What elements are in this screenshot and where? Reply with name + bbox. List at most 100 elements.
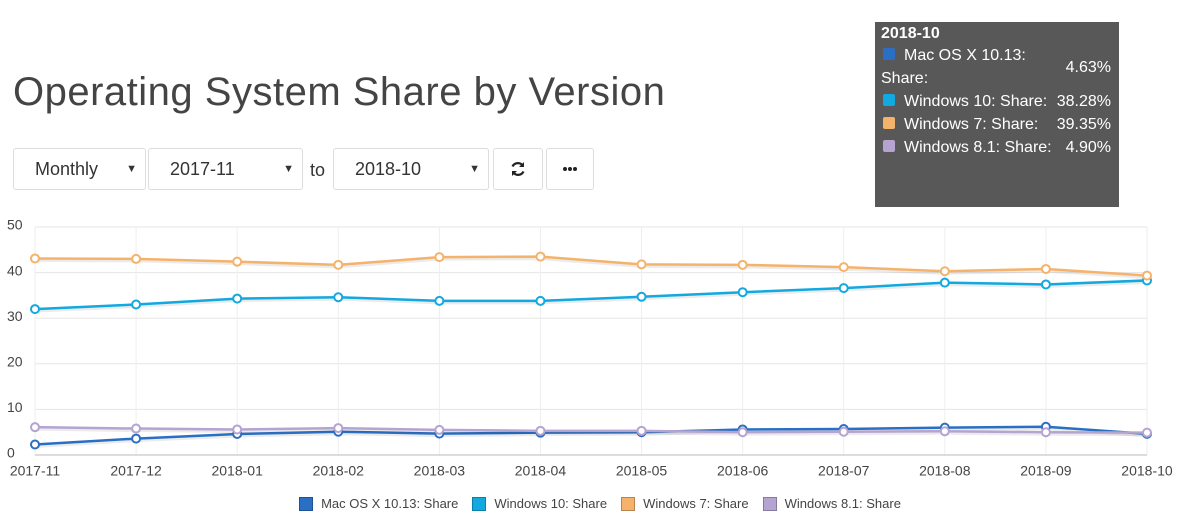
x-tick-label: 2018-08 — [919, 463, 971, 479]
data-point — [1040, 427, 1051, 438]
page-title: Operating System Share by Version — [13, 70, 666, 114]
to-select[interactable]: 2018-10 ▼ — [333, 148, 489, 190]
series-line — [34, 425, 1148, 434]
data-point — [131, 253, 142, 264]
tooltip-label-box: Windows 8.1: Share: — [881, 136, 1053, 159]
from-value: 2017-11 — [170, 158, 235, 179]
data-point — [333, 423, 344, 434]
data-point — [1142, 270, 1152, 281]
data-point — [535, 295, 546, 306]
tooltip-label: Windows 10: Share: — [904, 93, 1048, 110]
series-shadow — [34, 427, 1148, 437]
tooltip-value: 38.28% — [1056, 93, 1111, 110]
series-line — [34, 425, 1148, 446]
legend-item[interactable]: Windows 7: Share — [621, 496, 749, 511]
data-point — [131, 299, 142, 310]
legend: Mac OS X 10.13: Share Windows 10: Share Wi… — [0, 496, 1200, 511]
legend-swatch — [472, 497, 487, 511]
legend-item[interactable]: Windows 10: Share — [472, 496, 607, 511]
legend-label: Windows 8.1: Share — [784, 496, 901, 511]
data-point — [1142, 427, 1152, 438]
data-point — [737, 427, 748, 438]
x-tick-label: 2018-03 — [414, 463, 466, 479]
series-line — [34, 255, 1148, 277]
y-tick-label: 50 — [7, 217, 23, 233]
refresh-button[interactable] — [493, 148, 543, 190]
series-line — [34, 279, 1148, 311]
more-icon — [563, 167, 577, 171]
data-point — [939, 266, 950, 277]
data-point — [30, 439, 40, 450]
tooltip-label: Windows 8.1: Share: — [904, 139, 1052, 156]
series-shadow — [34, 257, 1148, 280]
y-tick-label: 30 — [7, 308, 23, 324]
legend-item[interactable]: Windows 8.1: Share — [762, 496, 901, 511]
legend-swatch — [762, 497, 777, 511]
tooltip-label: Mac OS X 10.13: Share: — [881, 47, 1026, 87]
data-point — [636, 425, 647, 436]
series-shadow — [34, 280, 1148, 313]
x-tick-label: 2018-09 — [1020, 463, 1072, 479]
dropdown-arrow: ▼ — [283, 163, 294, 175]
data-point — [737, 287, 748, 298]
tooltip-swatch — [883, 48, 895, 60]
to-value: 2018-10 — [355, 158, 422, 179]
interval-value: Monthly — [35, 158, 99, 179]
tooltip-item: Mac OS X 10.13: Share: 4.63% — [881, 44, 1111, 90]
interval-select[interactable]: Monthly ▼ — [13, 148, 146, 190]
x-tick-label: 2018-05 — [616, 463, 668, 479]
tooltip-item: Windows 7: Share: 39.35% — [881, 113, 1111, 136]
y-tick-label: 0 — [7, 445, 15, 461]
data-point — [737, 259, 748, 270]
data-point — [131, 423, 142, 434]
data-point — [838, 262, 849, 273]
tooltip-value: 4.63% — [1065, 58, 1111, 76]
tooltip-label-box: Windows 7: Share: — [881, 113, 1053, 136]
data-point — [434, 295, 445, 306]
data-point — [232, 256, 243, 267]
dropdown-arrow: ▼ — [126, 163, 137, 175]
legend-label: Windows 7: Share — [643, 496, 749, 511]
tooltip-label-box: Mac OS X 10.13: Share: — [881, 44, 1053, 90]
refresh-icon — [511, 162, 525, 176]
tooltip-title: 2018-10 — [881, 25, 940, 42]
tooltip-swatch — [883, 94, 895, 106]
data-point — [333, 259, 344, 270]
data-point — [232, 424, 243, 435]
y-tick-label: 20 — [7, 354, 23, 370]
tooltip-label: Windows 7: Share: — [904, 116, 1039, 133]
more-button[interactable] — [546, 148, 594, 190]
x-tick-label: 2017-12 — [110, 463, 162, 479]
tooltip-swatch — [883, 140, 895, 152]
tooltip-swatch — [883, 117, 895, 129]
data-point — [939, 426, 950, 437]
data-point — [30, 253, 40, 264]
data-point — [333, 292, 344, 303]
data-point — [535, 425, 546, 436]
data-point — [838, 283, 849, 294]
legend-label: Mac OS X 10.13: Share — [321, 496, 459, 511]
tooltip: 2018-10 Mac OS X 10.13: Share: 4.63% Window… — [875, 22, 1119, 207]
data-point — [1040, 279, 1051, 290]
from-select[interactable]: 2017-11 ▼ — [148, 148, 303, 190]
data-point — [939, 277, 950, 288]
tooltip-item: Windows 10: Share: 38.28% — [881, 90, 1111, 113]
data-point — [434, 252, 445, 263]
data-point — [232, 293, 243, 304]
data-point — [434, 424, 445, 435]
legend-swatch — [299, 497, 314, 511]
x-tick-label: 2018-04 — [515, 463, 567, 479]
data-point — [838, 426, 849, 437]
tooltip-value: 4.90% — [1065, 139, 1111, 156]
x-tick-label: 2018-01 — [211, 463, 263, 479]
x-tick-label: 2017-11 — [10, 463, 61, 479]
legend-label: Windows 10: Share — [494, 496, 608, 511]
legend-item[interactable]: Mac OS X 10.13: Share — [299, 496, 458, 511]
data-point — [30, 304, 40, 315]
y-tick-label: 40 — [7, 262, 23, 278]
data-point — [636, 291, 647, 302]
to-label: to — [310, 160, 326, 180]
x-tick-label: 2018-07 — [818, 463, 870, 479]
